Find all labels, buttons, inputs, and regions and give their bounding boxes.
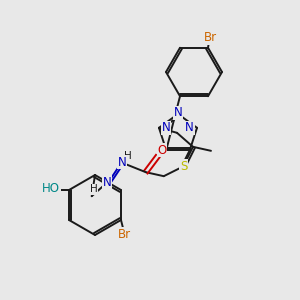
Text: H: H [124, 151, 132, 161]
Text: H: H [90, 184, 98, 194]
Text: N: N [185, 121, 194, 134]
Text: O: O [157, 144, 167, 157]
Text: N: N [117, 156, 126, 169]
Text: S: S [180, 160, 188, 173]
Text: N: N [174, 106, 182, 119]
Text: Br: Br [203, 31, 217, 44]
Text: N: N [102, 176, 111, 189]
Text: Br: Br [117, 227, 130, 241]
Text: HO: HO [42, 182, 60, 194]
Text: N: N [162, 121, 171, 134]
